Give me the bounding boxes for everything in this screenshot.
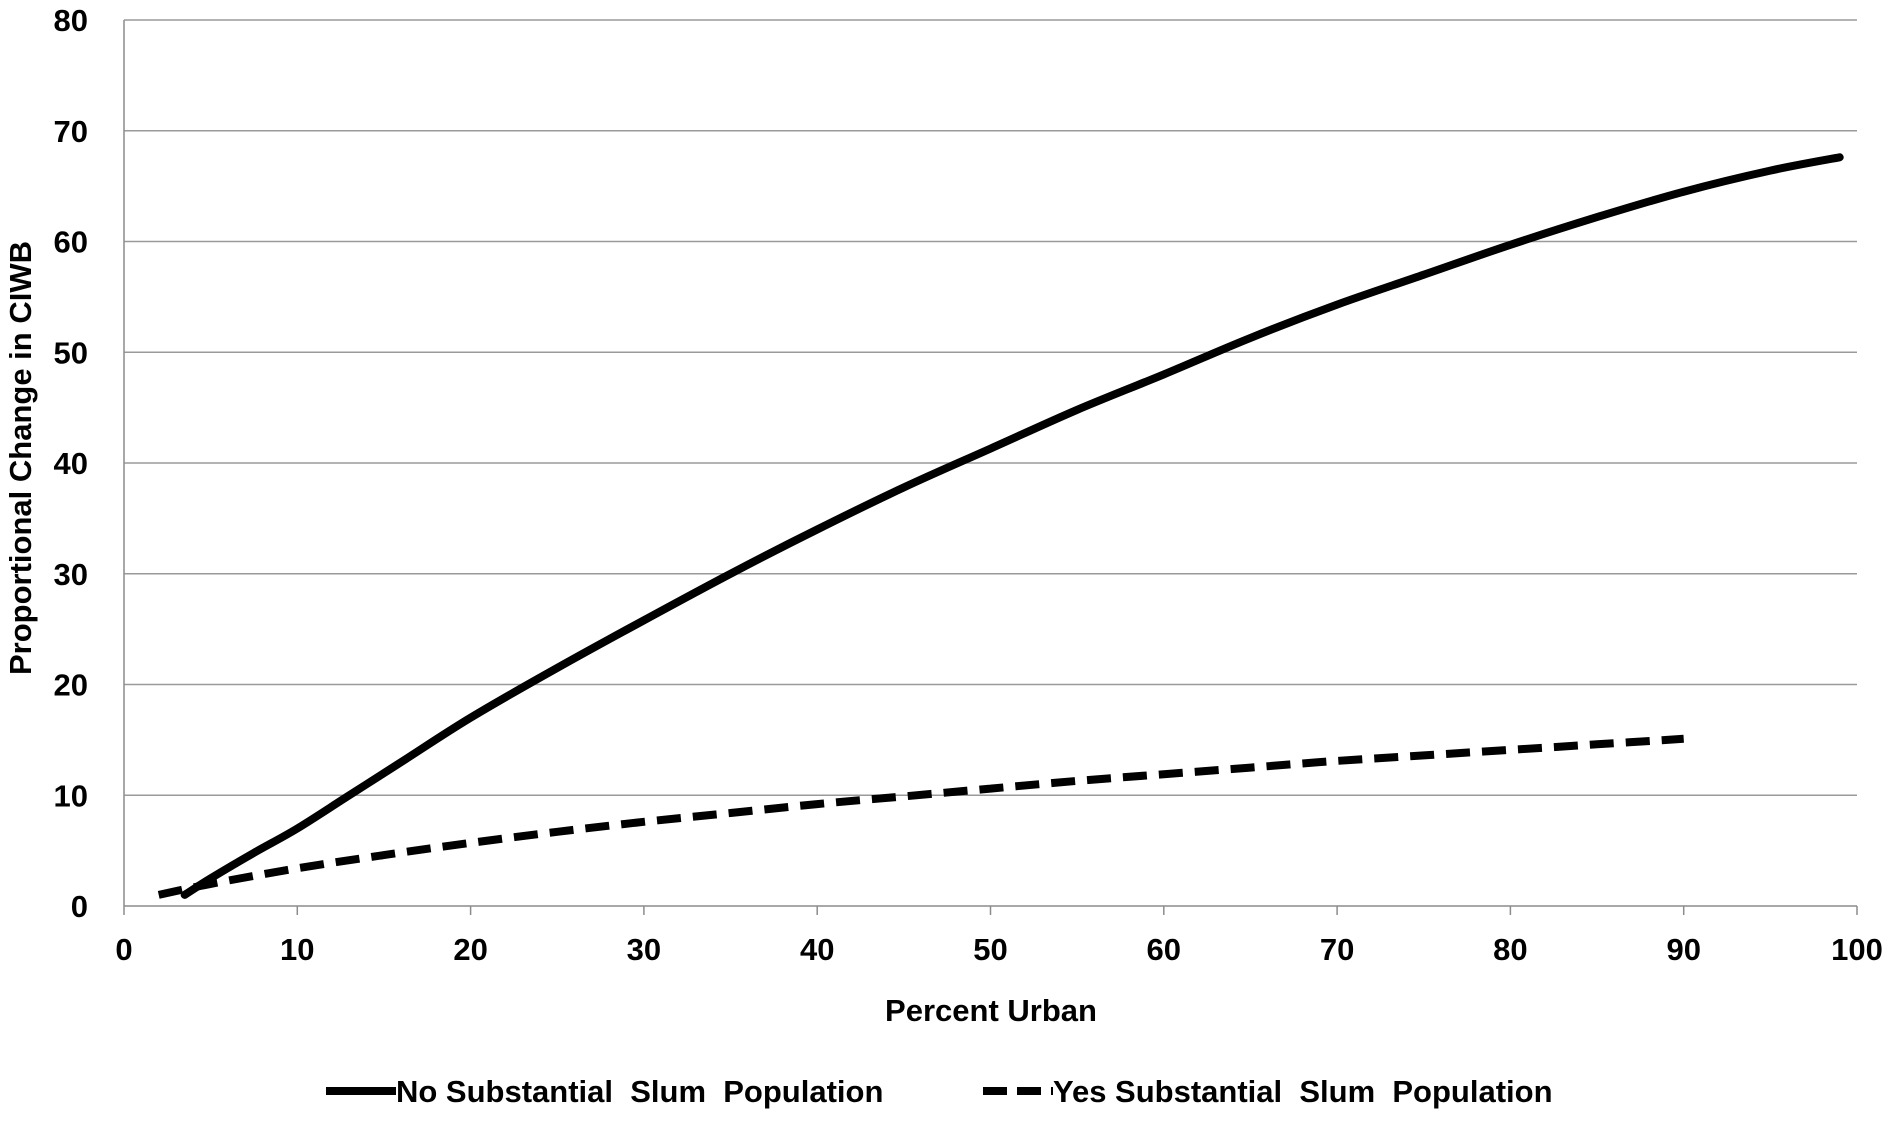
x-tick-label: 60 <box>1147 932 1181 967</box>
legend: No Substantial Slum Population Yes Subst… <box>326 1074 1553 1109</box>
x-tick-label: 0 <box>115 932 132 967</box>
series-line-yes-slum <box>157 734 1684 899</box>
axis-layer <box>123 20 1858 915</box>
x-axis-title: Percent Urban <box>885 993 1097 1028</box>
x-tick-label: 10 <box>280 932 314 967</box>
tick-labels: 0 10 20 30 40 50 60 70 80 0 10 20 30 40 50 60 70 80 90 100 <box>54 3 1883 967</box>
y-tick-label: 30 <box>54 557 88 592</box>
y-axis-title: Proportional Change in CIWB <box>3 241 38 675</box>
x-tick-label: 100 <box>1831 932 1883 967</box>
x-tick-label: 70 <box>1320 932 1354 967</box>
y-tick-label: 20 <box>54 668 88 703</box>
x-tick-label: 30 <box>627 932 661 967</box>
x-tick-label: 40 <box>800 932 834 967</box>
y-tick-label: 60 <box>54 225 88 260</box>
y-tick-label: 40 <box>54 446 88 481</box>
legend-label-no-slum: No Substantial Slum Population <box>396 1074 883 1109</box>
x-tick-label: 20 <box>453 932 487 967</box>
y-tick-label: 50 <box>54 335 88 370</box>
y-tick-label: 70 <box>54 114 88 149</box>
x-tick-label: 50 <box>973 932 1007 967</box>
y-tick-label: 0 <box>71 889 88 924</box>
grid-layer <box>124 19 1857 796</box>
x-tick-label: 80 <box>1493 932 1527 967</box>
x-tick-label: 90 <box>1666 932 1700 967</box>
series-layer <box>157 153 1844 899</box>
y-tick-label: 10 <box>54 778 88 813</box>
y-tick-label: 80 <box>54 3 88 38</box>
legend-label-yes-slum: Yes Substantial Slum Population <box>1053 1074 1553 1109</box>
series-line-no-slum <box>180 153 1844 899</box>
